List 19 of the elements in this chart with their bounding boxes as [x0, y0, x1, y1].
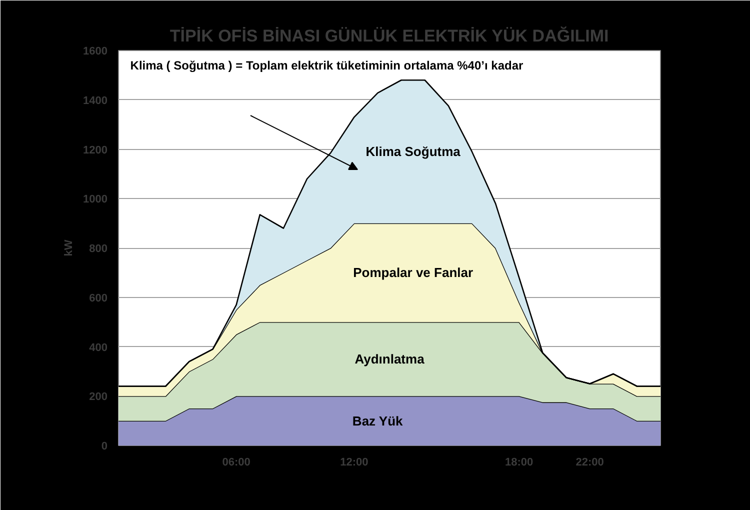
y-tick-label: 200 — [89, 391, 108, 404]
annotation: Klima ( Soğutma ) = Toplam elektrik tüketiminin ortalama %40’ı kadar — [130, 58, 524, 72]
y-tick-label: 1000 — [83, 194, 108, 206]
y-tick-label: 800 — [89, 243, 108, 255]
y-tick-label: 600 — [89, 292, 108, 304]
y-tick-label: 0 — [101, 440, 108, 452]
y-tick-label: 1400 — [83, 94, 108, 107]
x-tick-label: 12:00 — [340, 456, 368, 468]
chart-title: TİPİK OFİS BİNASI GÜNLÜK ELEKTRİK YÜK DAĞILIMI — [170, 26, 609, 46]
series-label: Klima Soğutma — [366, 144, 462, 160]
y-tick-label: 400 — [89, 342, 108, 354]
x-tick-label: 06:00 — [222, 456, 250, 468]
series-label: Pompalar ve Fanlar — [353, 265, 474, 280]
series-label: Aydınlatma — [354, 352, 426, 367]
x-tick-label: 18:00 — [505, 456, 534, 468]
y-tick-label: 1200 — [83, 144, 108, 156]
y-tick-label: 1600 — [83, 46, 108, 58]
x-tick-label: 22:00 — [576, 456, 604, 468]
y-axis-title: kW — [63, 239, 76, 256]
